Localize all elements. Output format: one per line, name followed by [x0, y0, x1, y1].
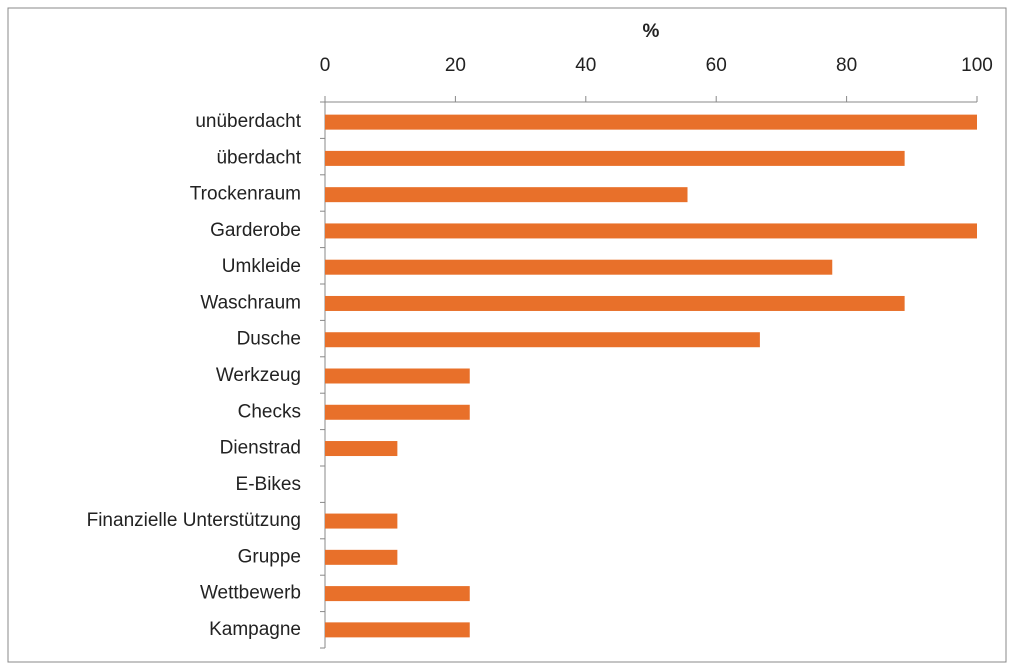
bar [325, 441, 398, 457]
x-tick-label: 60 [706, 55, 727, 76]
axis-label: % [643, 21, 660, 42]
y-tick-label: überdacht [216, 147, 301, 168]
y-tick-label: Dienstrad [220, 438, 301, 459]
bar [325, 150, 905, 166]
x-tick-label: 0 [320, 55, 331, 76]
y-tick-label: Umkleide [222, 256, 301, 277]
frame [7, 7, 1007, 663]
y-tick-label: Dusche [237, 329, 301, 350]
bar [325, 114, 977, 130]
y-tick-label: Garderobe [210, 220, 301, 241]
bar [325, 622, 470, 638]
x-tick-label: 20 [445, 55, 466, 76]
y-tick-label: unüberdacht [195, 111, 301, 132]
y-tick-label: Werkzeug [216, 365, 301, 386]
y-tick-label: Gruppe [238, 546, 301, 567]
y-tick-label: Wettbewerb [200, 583, 301, 604]
bar [325, 332, 760, 348]
bar [325, 295, 905, 311]
y-tick-label: Trockenraum [190, 184, 301, 205]
bar [325, 513, 398, 529]
x-tick-label: 80 [836, 55, 857, 76]
bar [325, 187, 688, 203]
bar [325, 259, 833, 275]
y-tick-label: Checks [238, 401, 301, 422]
y-tick-label: Kampagne [209, 619, 301, 640]
bar [325, 404, 470, 420]
x-tick-label: 100 [961, 55, 993, 76]
x-tick-label: 40 [575, 55, 596, 76]
bar [325, 549, 398, 565]
y-tick-label: Finanzielle Unterstützung [87, 510, 301, 531]
bar [325, 368, 470, 384]
y-tick-label: E-Bikes [236, 474, 301, 495]
bar [325, 586, 470, 602]
bar [325, 223, 977, 239]
y-tick-label: Waschraum [200, 292, 301, 313]
